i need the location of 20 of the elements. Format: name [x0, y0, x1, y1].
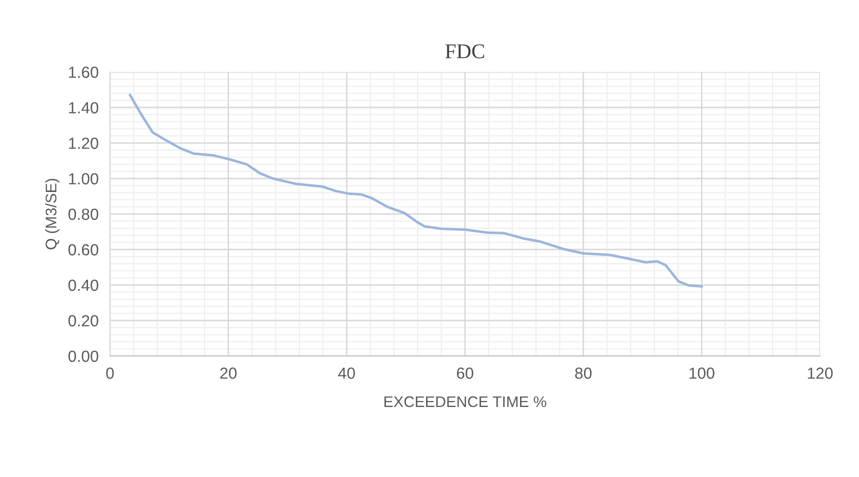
x-tick-label: 120: [808, 368, 833, 379]
y-tick-label: 0.40: [68, 280, 98, 291]
x-tick-label: 100: [690, 368, 714, 379]
y-tick-label: 0.80: [68, 208, 98, 220]
x-tick-label: 40: [338, 368, 355, 379]
x-tick-label: 80: [575, 368, 592, 379]
y-tick-label: 1.00: [69, 173, 98, 184]
x-tick-label: 60: [456, 368, 474, 379]
line-series: [128, 94, 703, 288]
y-tick-label: 1.60: [69, 66, 98, 78]
chart-title: FDC: [445, 44, 484, 58]
y-tick-label: 1.20: [69, 138, 98, 149]
x-axis-title: EXCEEDENCE TIME %: [384, 396, 546, 408]
x-tick-label: 20: [220, 368, 237, 379]
y-tick-label: 0.60: [68, 244, 98, 256]
y-tick-label: 0.20: [68, 315, 98, 326]
y-tick-label: 0.00: [68, 350, 98, 362]
y-axis-title: Q (M3/SE): [45, 178, 60, 250]
y-tick-label: 1.40: [69, 102, 98, 114]
x-tick-label: 0: [106, 368, 114, 379]
